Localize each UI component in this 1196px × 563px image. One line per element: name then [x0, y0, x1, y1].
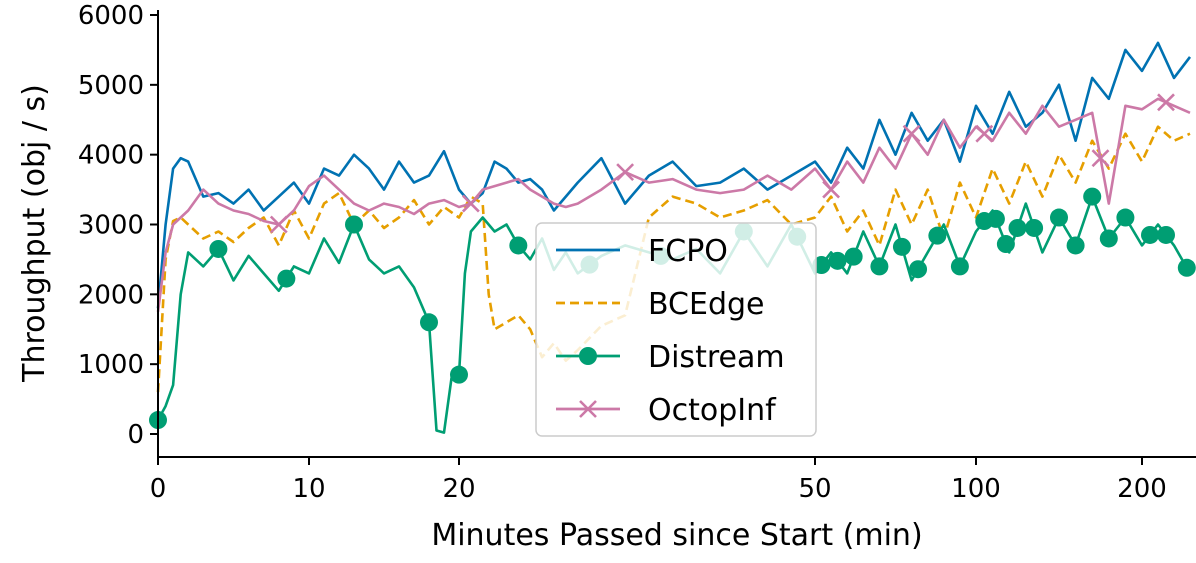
marker-distream-21: [996, 235, 1015, 254]
marker-distream-23: [1025, 218, 1044, 237]
marker-stroke: [461, 194, 480, 213]
x-tick-label-2: 20: [442, 474, 475, 504]
series-line-fcpo: [156, 41, 1192, 309]
marker-octopinf-0: [269, 215, 288, 234]
marker-octopinf-6: [1091, 149, 1110, 168]
x-tick-label-0: 0: [150, 474, 167, 504]
y-tick-label-3: 3000: [78, 211, 144, 241]
marker-distream-18: [950, 257, 969, 276]
y-tick-label-5: 5000: [78, 71, 144, 101]
marker-distream-5: [450, 365, 468, 384]
marker-octopinf-1: [461, 194, 480, 213]
marker-distream-22: [1008, 218, 1027, 237]
y-tick-label-1: 1000: [78, 350, 144, 380]
marker-distream-20: [986, 209, 1005, 228]
marker-stroke: [269, 215, 288, 234]
marker-distream-27: [1099, 229, 1118, 248]
marker-distream-24: [1050, 208, 1068, 227]
marker-distream-31: [1177, 258, 1196, 277]
series-line-octopinf: [156, 97, 1191, 312]
x-tick-label-1: 10: [292, 474, 325, 504]
x-tick-label-5: 200: [1117, 474, 1167, 504]
marker-distream-13: [844, 247, 863, 266]
tick-layer: 0 1000 2000 3000 4000 5000 6000 0 10 20 50 100 200: [78, 1, 1167, 504]
y-tick-label-4: 4000: [78, 141, 144, 171]
y-tick-label-0: 0: [127, 420, 144, 450]
x-tick-label-3: 50: [798, 474, 831, 504]
x-axis-title: Minutes Passed since Start (min): [431, 518, 922, 553]
marker-distream-12: [828, 251, 847, 270]
y-axis-title: Throughput (obj / s): [17, 84, 52, 383]
marker-distream-25: [1066, 236, 1085, 255]
marker-distream-15: [892, 237, 911, 256]
marker-octopinf-4: [902, 124, 921, 143]
marker-octopinf-2: [616, 163, 635, 182]
marker-distream-26: [1083, 187, 1102, 206]
legend-label-distream: Distream: [648, 340, 785, 375]
marker-distream-2: [277, 269, 296, 288]
marker-octopinf-7: [1157, 93, 1175, 112]
marker-octopinf-5: [975, 124, 994, 143]
y-tick-label-2: 2000: [78, 280, 144, 310]
marker-distream-1: [209, 239, 228, 258]
marker-distream-6: [509, 236, 528, 255]
legend-box: [535, 222, 817, 437]
legend-label-fcpo: FCPO: [648, 234, 728, 269]
marker-octopinf-3: [822, 180, 841, 199]
marker-stroke: [975, 124, 994, 143]
marker-distream-4: [420, 313, 438, 332]
marker-stroke: [1091, 149, 1110, 168]
legend-label-octopinf: OctopInf: [648, 393, 777, 428]
marker-distream-3: [345, 215, 363, 234]
legend-item-bcedge: BCEdge: [556, 287, 765, 322]
x-tick-label-4: 100: [951, 474, 1001, 504]
legend-item-distream: Distream: [556, 340, 785, 375]
legend-item-octopinf: OctopInf: [556, 393, 777, 428]
marker-distream-17: [928, 226, 947, 245]
marker-stroke: [822, 180, 841, 199]
legend-label-bcedge: BCEdge: [648, 287, 765, 322]
legend: FCPO BCEdge Distream OctopInf: [535, 222, 817, 437]
marker-distream-30: [1157, 225, 1175, 244]
marker-distream-29: [1141, 225, 1159, 244]
marker-distream-14: [870, 257, 889, 276]
marker-distream-16: [909, 260, 928, 279]
y-tick-label-6: 6000: [78, 1, 144, 31]
legend-item-fcpo: FCPO: [556, 234, 728, 269]
marker-distream-11: [812, 256, 831, 275]
marker-stroke: [616, 163, 635, 182]
marker-stroke: [902, 124, 921, 143]
marker-stroke: [1157, 93, 1175, 112]
legend-marker: [579, 347, 597, 365]
marker-distream-28: [1116, 208, 1135, 227]
legend-marker: [579, 400, 597, 418]
